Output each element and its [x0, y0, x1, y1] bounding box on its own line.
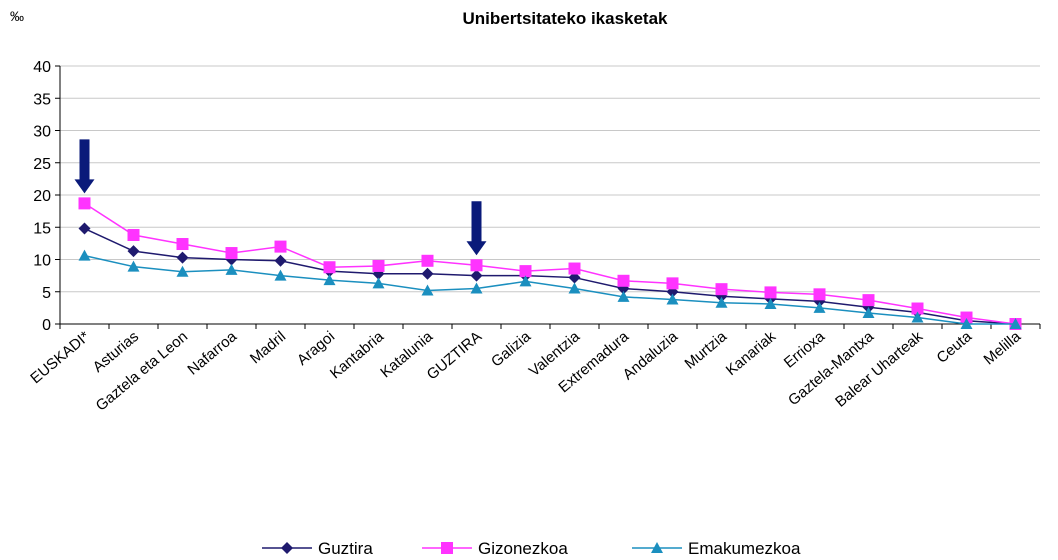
triangle-marker [911, 311, 924, 323]
y-tick-label: 20 [33, 188, 51, 205]
y-axis: 0 5 10 15 20 25 30 35 40 [33, 59, 61, 334]
series-line-emakumezkoa [84, 254, 1016, 325]
x-tick-label: Andaluzia [620, 328, 682, 384]
x-tick-label: EUSKADI* [27, 328, 93, 387]
square-marker [323, 261, 336, 274]
triangle-marker [715, 296, 728, 308]
square-marker [617, 274, 630, 287]
triangle-marker [519, 275, 532, 287]
y-tick-label: 5 [42, 285, 51, 302]
square-marker [470, 259, 483, 272]
y-tick-label: 10 [33, 253, 51, 270]
x-tick-label: Aragoi [294, 328, 338, 369]
x-tick-label: Galizia [488, 328, 535, 371]
legend: Guztira Gizonezkoa Emakumezkoa [262, 539, 801, 558]
x-tick-label: Nafarroa [184, 328, 240, 379]
square-marker [176, 238, 189, 251]
diamond-marker [470, 269, 483, 282]
x-tick-label: Melilla [981, 328, 1025, 369]
series-line-gizonezkoa [84, 202, 1016, 325]
triangle-marker [225, 263, 238, 275]
series-emakumezkoa [78, 249, 1022, 329]
triangle-marker [764, 298, 777, 310]
diamond-marker [78, 222, 91, 235]
triangle-marker [862, 307, 875, 319]
chart-title: Unibertsitateko ikasketak [462, 9, 668, 28]
square-marker [764, 286, 777, 299]
x-tick-label: Madril [247, 328, 289, 367]
square-marker [225, 247, 238, 260]
square-marker [666, 277, 679, 290]
legend-label: Emakumezkoa [688, 539, 801, 558]
y-unit-label: ‰ [10, 8, 24, 24]
y-tick-label: 0 [42, 317, 51, 334]
square-marker [862, 294, 875, 307]
triangle-marker [813, 301, 826, 313]
x-tick-label: Kanariak [723, 328, 780, 379]
square-marker [78, 197, 91, 210]
down-arrow-icon [74, 139, 95, 194]
triangle-marker [651, 542, 663, 553]
triangle-marker [1009, 318, 1022, 329]
y-tick-label: 30 [33, 124, 51, 141]
square-marker [421, 254, 434, 267]
x-tick-label: Gaztela-Mantxa [785, 328, 878, 410]
triangle-marker [421, 284, 434, 296]
square-marker [274, 240, 287, 253]
triangle-marker [960, 318, 973, 329]
square-marker [911, 302, 924, 315]
diamond-marker [568, 271, 581, 284]
x-tick-label: Ceuta [933, 328, 975, 367]
square-marker [519, 265, 532, 278]
y-tick-label: 25 [33, 156, 51, 173]
diamond-marker [127, 245, 140, 258]
triangle-marker [470, 282, 483, 294]
arrows [74, 139, 487, 256]
triangle-marker [127, 260, 140, 272]
triangle-marker [666, 293, 679, 305]
diamond-marker [274, 254, 287, 267]
y-tick-label: 15 [33, 220, 51, 237]
x-tick-label: GUZTIRA [424, 328, 485, 383]
square-marker [441, 542, 453, 554]
series-layer [78, 197, 1022, 330]
triangle-marker [78, 249, 91, 261]
triangle-marker [617, 290, 630, 302]
x-tick-label: Balear Uharteak [832, 328, 926, 411]
triangle-marker [568, 282, 581, 294]
square-marker [715, 283, 728, 296]
legend-label: Gizonezkoa [478, 539, 568, 558]
down-arrow-icon [466, 201, 487, 256]
triangle-marker [372, 277, 385, 289]
square-marker [568, 262, 581, 275]
square-marker [813, 288, 826, 301]
square-marker [372, 259, 385, 272]
y-tick-label: 35 [33, 91, 51, 108]
triangle-marker [274, 269, 287, 281]
square-marker [127, 228, 140, 241]
triangle-marker [176, 265, 189, 277]
series-line-guztira [84, 227, 1016, 325]
diamond-marker [281, 542, 293, 554]
x-tick-label: Kantabria [327, 328, 388, 383]
square-marker [960, 311, 973, 324]
diamond-marker [176, 251, 189, 264]
diamond-marker [421, 267, 434, 280]
legend-label: Guztira [318, 539, 373, 558]
y-tick-label: 40 [33, 59, 51, 76]
series-gizonezkoa [78, 197, 1022, 330]
triangle-marker [323, 274, 336, 286]
